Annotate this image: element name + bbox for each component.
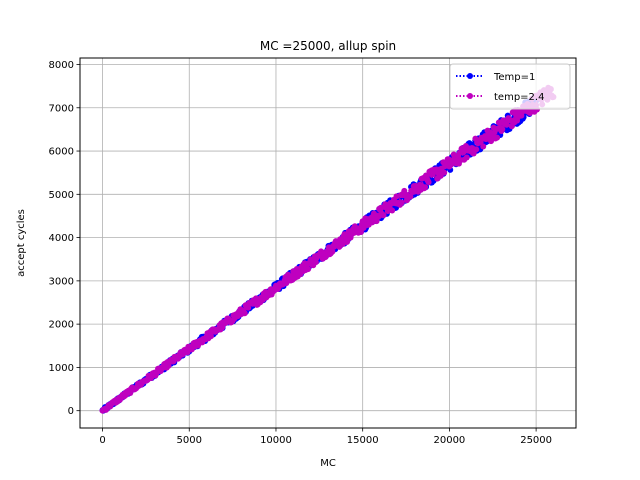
data-point xyxy=(494,134,501,141)
data-point xyxy=(473,146,480,153)
legend-marker xyxy=(467,73,473,79)
y-tick-label: 8000 xyxy=(49,60,74,71)
y-tick-label: 3000 xyxy=(49,276,74,287)
y-tick-label: 6000 xyxy=(49,147,74,158)
data-point xyxy=(305,266,312,273)
chart-title: MC =25000, allup spin xyxy=(260,39,396,53)
data-point xyxy=(463,154,470,161)
x-tick-label: 25000 xyxy=(520,435,552,446)
legend-label: Temp=1 xyxy=(493,72,535,83)
grid xyxy=(80,58,576,428)
x-tick-label: 5000 xyxy=(177,435,202,446)
series-1 xyxy=(99,84,557,414)
data-point xyxy=(441,169,448,176)
y-tick-label: 5000 xyxy=(49,190,74,201)
x-tick-label: 10000 xyxy=(260,435,292,446)
legend-box xyxy=(449,63,571,110)
y-axis-title: accept cycles xyxy=(16,209,27,277)
y-tick-label: 7000 xyxy=(49,103,74,114)
data-point xyxy=(398,199,405,206)
data-point xyxy=(480,143,487,150)
data-point xyxy=(407,193,414,200)
legend: Temp=1 temp=2.4 xyxy=(449,63,571,110)
x-tick-label: 15000 xyxy=(347,435,379,446)
x-tick-label: 20000 xyxy=(433,435,465,446)
data-point xyxy=(499,126,506,133)
x-axis-title: MC xyxy=(320,458,336,469)
series-layer xyxy=(99,84,557,414)
plot-frame xyxy=(79,57,577,429)
ticks: 0 5000 10000 15000 20000 25000 0 1000 2000 3000 40… xyxy=(49,60,552,446)
data-point xyxy=(341,231,348,238)
data-point xyxy=(241,310,248,317)
legend-label: temp=2.4 xyxy=(494,92,544,103)
data-point xyxy=(422,184,429,191)
y-tick-label: 1000 xyxy=(49,363,74,374)
data-point xyxy=(380,212,387,219)
y-tick-label: 4000 xyxy=(49,233,74,244)
data-point xyxy=(389,207,396,214)
data-point xyxy=(425,179,432,186)
data-point xyxy=(329,248,336,255)
y-tick-label: 0 xyxy=(68,406,74,417)
data-point xyxy=(312,259,319,266)
x-tick-label: 0 xyxy=(99,435,105,446)
data-point xyxy=(245,304,252,311)
legend-marker xyxy=(467,93,473,99)
y-tick-label: 2000 xyxy=(49,320,74,331)
